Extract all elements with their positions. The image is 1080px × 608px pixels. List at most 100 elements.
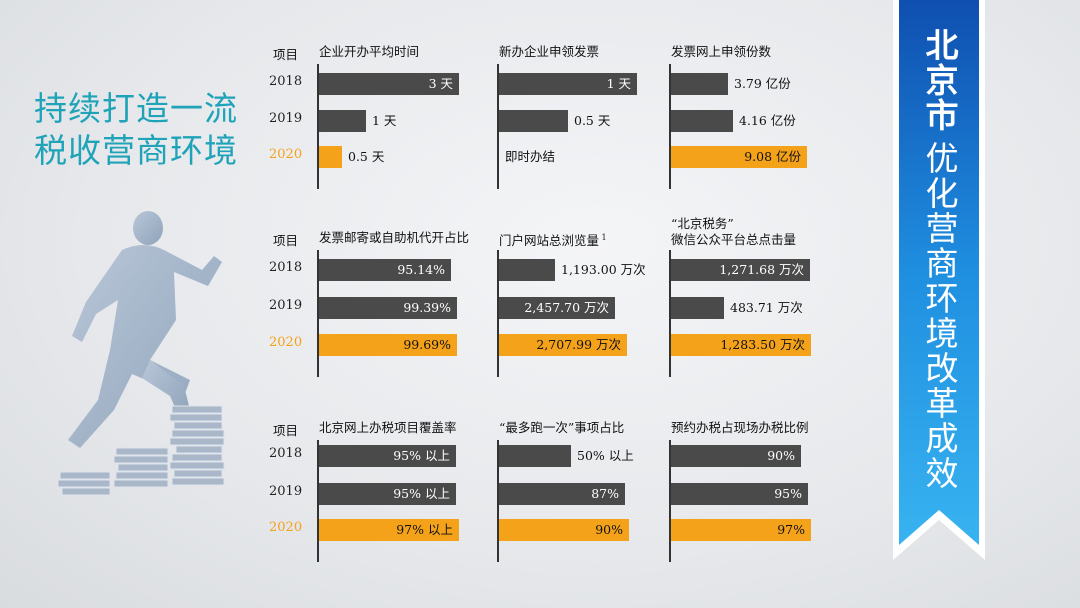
panel-8-value-label-2020: 90% [595,522,623,537]
panel-4-axis [317,250,319,377]
panel-6-title: “北京税务” 微信公众平台总点击量 [671,216,796,248]
panel-8-title: “最多跑一次”事项占比 [499,420,624,436]
panel-2-bar-2018 [499,73,637,95]
panel-8-axis [497,440,499,562]
year-label-2019: 2019 [269,298,303,313]
runner-illustration [57,211,225,496]
panel-2-bar-2019 [499,110,568,132]
panel-2-value-label-2018: 1 天 [606,76,631,91]
year-label-2020: 2020 [269,147,303,162]
year-label-2020: 2020 [269,520,303,535]
panel-6-value-label-2019: 483.71 万次 [730,300,803,315]
panel-4-title: 发票邮寄或自助机代开占比 [319,230,469,246]
panel-5-title: 门户网站总浏览量 1 [499,230,607,249]
panel-9-axis [669,440,671,562]
panel-3-value-label-2018: 3.79 亿份 [734,76,791,91]
panel-7-value-label-2020: 97% 以上 [396,522,453,537]
panel-4-bar-2018 [319,259,451,281]
panel-7-title: 北京网上办税项目覆盖率 [319,420,457,436]
panel-1-value-label-2020: 0.5 天 [348,149,385,164]
year-label-2018: 2018 [269,260,303,275]
panel-7-value-label-2019: 95% 以上 [393,486,450,501]
panel-7-axis [317,440,319,562]
panel-4-bar-2019 [319,297,457,319]
panel-5-value-label-2019: 2,457.70 万次 [524,300,609,315]
panel-4-value-label-2018: 95.14% [397,262,445,277]
panel-4-value-label-2020: 99.69% [403,337,451,352]
panel-3-bar-2018 [671,73,728,95]
panel-7-title-text: 北京网上办税项目覆盖率 [319,420,457,435]
panel-6-axis [669,250,671,377]
panel-8-title-text: “最多跑一次”事项占比 [499,420,625,435]
panel-3-bar-2020 [671,146,807,168]
panel-3-title-text: 发票网上申领份数 [671,44,772,59]
year-label-2020: 2020 [269,335,303,350]
panel-1-value-label-2018: 3 天 [428,76,453,91]
panel-9-bar-2020 [671,519,811,541]
panel-9-bar-2019 [671,483,808,505]
panel-8-bar-2020 [499,519,629,541]
panel-2-axis [497,64,499,189]
panel-6-title-text: “北京税务” [671,216,734,231]
panel-8-value-label-2019: 87% [591,486,619,501]
panel-5-title-text: 门户网站总浏览量 [499,233,600,249]
panel-7-bar-2020 [319,519,459,541]
panel-3-title: 发票网上申领份数 [671,44,771,60]
panel-9-value-label-2019: 95% [774,486,802,501]
banner-title-2: 优化营商环境改革成效 [920,141,959,491]
panel-2-value-label-2020: 即时办结 [505,149,556,164]
panel-5-axis [497,250,499,377]
row-header-3: 项目 [273,423,299,438]
panel-9-title-text: 预约办税占现场办税比例 [671,420,809,435]
panel-7-bar-2019 [319,483,456,505]
year-label-2018: 2018 [269,74,303,89]
row-header-2: 项目 [273,233,299,248]
panel-9-value-label-2018: 90% [767,448,795,463]
panel-5-bar-2018 [499,259,555,281]
panel-8-value-label-2018: 50% 以上 [577,448,634,463]
title-banner: 北京市 优化营商环境改革成效 [893,0,985,560]
year-label-2018: 2018 [269,446,303,461]
panel-1-bar-2018 [319,73,459,95]
year-label-2019: 2019 [269,484,303,499]
panel-4-bar-2020 [319,334,457,356]
panel-7-value-label-2018: 95% 以上 [393,448,450,463]
panel-3-value-label-2020: 9.08 亿份 [744,149,801,164]
panel-8-bar-2019 [499,483,625,505]
panel-3-axis [669,64,671,189]
panel-7-bar-2018 [319,445,456,467]
headline: 持续打造一流 税收营商环境 [34,88,238,172]
panel-4-value-label-2019: 99.39% [403,300,451,315]
panel-2-title-text: 新办企业申领发票 [499,44,600,59]
panel-6-title-line-2: 微信公众平台总点击量 [671,232,797,247]
panel-4-title-text: 发票邮寄或自助机代开占比 [319,230,470,245]
panel-6-bar-2018 [671,259,810,281]
banner-ribbon-shape [893,0,985,560]
panel-5-bar-2019 [499,297,615,319]
panel-9-bar-2018 [671,445,801,467]
headline-line-1: 持续打造一流 [34,89,238,128]
panel-1-bar-2020 [319,146,342,168]
panel-5-value-label-2020: 2,707.99 万次 [536,337,621,352]
panel-1-value-label-2019: 1 天 [372,113,397,128]
panel-2-value-label-2019: 0.5 天 [574,113,611,128]
panel-1-bar-2019 [319,110,366,132]
panel-9-value-label-2020: 97% [777,522,805,537]
panel-5-value-label-2018: 1,193.00 万次 [561,262,646,277]
panel-1-title: 企业开办平均时间 [319,44,419,60]
panel-6-bar-2020 [671,334,811,356]
panel-2-title: 新办企业申领发票 [499,44,599,60]
banner-title-1: 北京市 [920,28,959,133]
panel-9-title: 预约办税占现场办税比例 [671,420,809,436]
panel-1-axis [317,64,319,189]
row-header-1: 项目 [273,47,299,62]
panel-6-value-label-2020: 1,283.50 万次 [720,337,805,352]
panel-3-bar-2019 [671,110,733,132]
panel-5-bar-2020 [499,334,627,356]
panel-1-title-text: 企业开办平均时间 [319,44,420,59]
panel-6-value-label-2018: 1,271.68 万次 [719,262,804,277]
panel-6-bar-2019 [671,297,724,319]
panel-5-title-footnote: 1 [599,233,607,242]
panel-3-value-label-2019: 4.16 亿份 [739,113,796,128]
headline-line-2: 税收营商环境 [34,131,238,170]
